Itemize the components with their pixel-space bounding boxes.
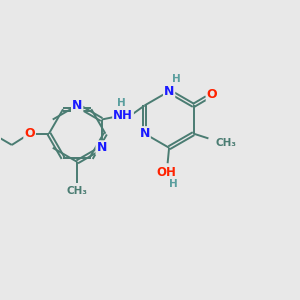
Text: O: O	[24, 127, 35, 140]
Text: NH: NH	[113, 109, 133, 122]
Text: CH₃: CH₃	[216, 138, 237, 148]
Text: CH₃: CH₃	[67, 186, 88, 196]
Text: O: O	[207, 88, 217, 100]
Text: N: N	[164, 85, 174, 98]
Text: OH: OH	[156, 166, 176, 179]
Text: N: N	[72, 99, 83, 112]
Text: H: H	[169, 179, 178, 189]
Text: N: N	[140, 127, 150, 140]
Text: H: H	[117, 98, 126, 108]
Text: H: H	[172, 74, 181, 84]
Text: N: N	[96, 141, 107, 154]
